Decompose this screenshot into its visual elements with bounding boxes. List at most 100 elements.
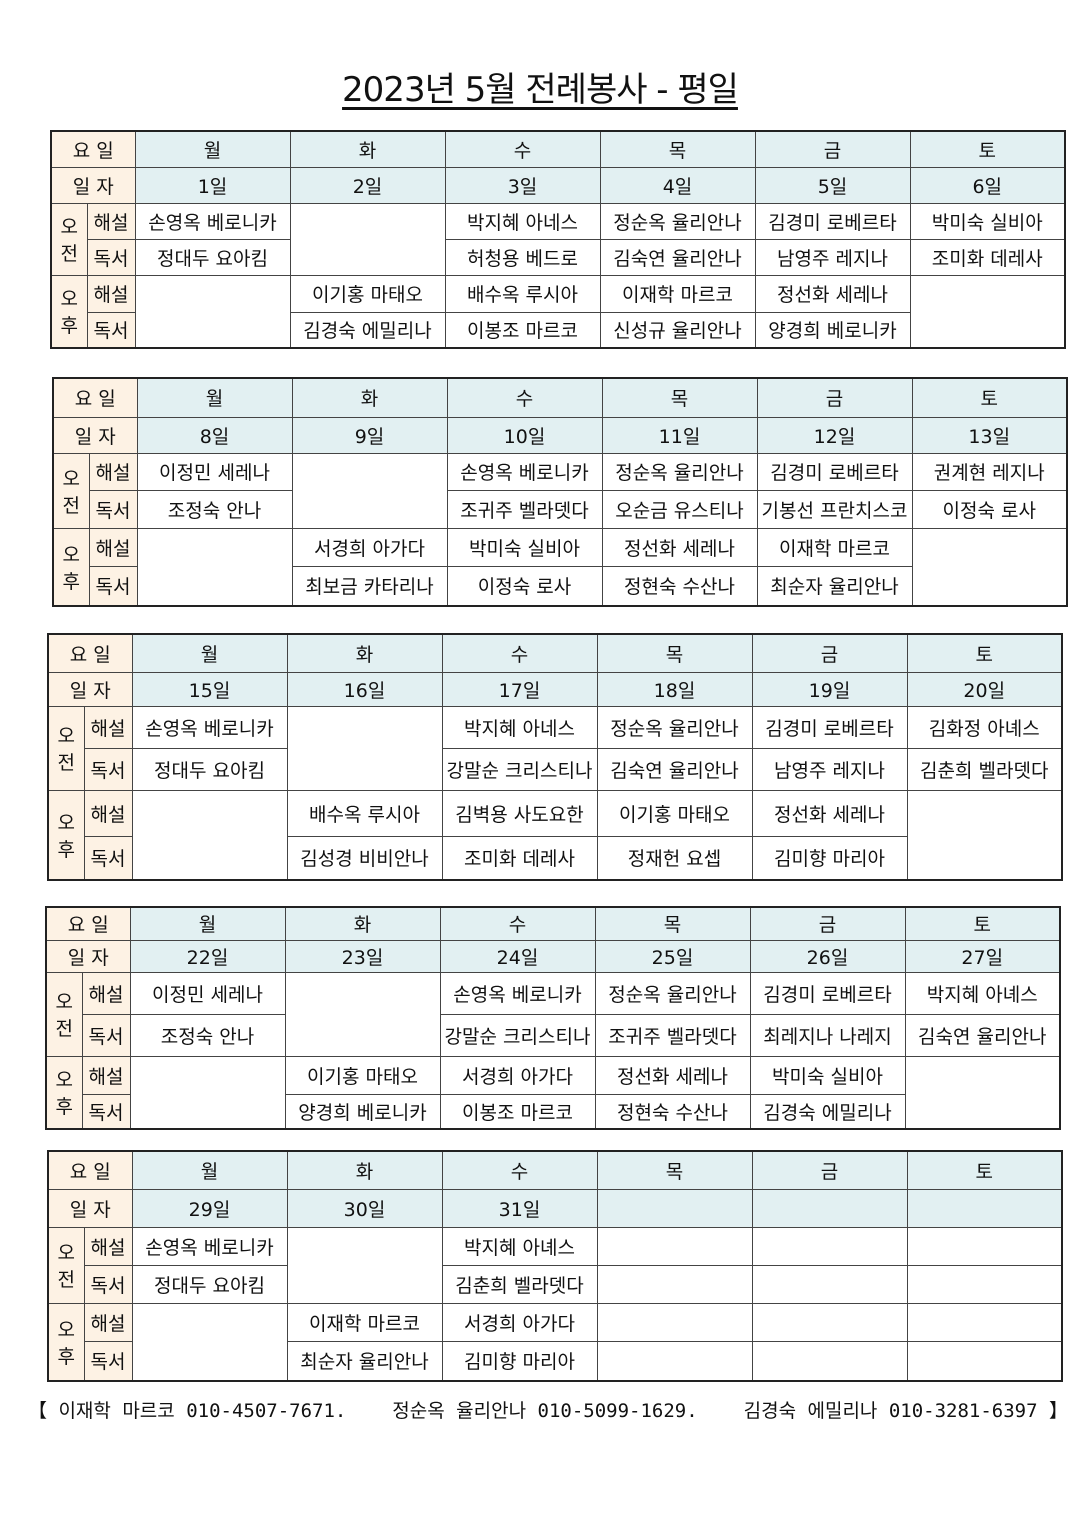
commentary-label: 해설 xyxy=(86,202,136,240)
pm-reading-cell: 이봉조 마르코 xyxy=(444,311,601,349)
contact-3: 김경숙 에밀리나 010-3281-6397 】 xyxy=(743,1400,1068,1422)
am-commentary-cell: 박지혜 아네스 xyxy=(441,705,598,749)
pm-commentary-cell xyxy=(751,1302,908,1342)
weekday-label: 요 일 xyxy=(45,906,131,941)
am-commentary-cell: 정순옥 율리안나 xyxy=(601,452,758,491)
pm-reading-cell: 정현숙 수산나 xyxy=(594,1093,751,1130)
date-header: 22일 xyxy=(129,939,286,973)
empty-cell xyxy=(906,789,1063,881)
date-header: 11일 xyxy=(601,416,758,454)
weekday-header: 수 xyxy=(446,377,603,418)
date-header: 26일 xyxy=(749,939,906,973)
am-commentary-cell xyxy=(751,1226,908,1266)
commentary-label: 해설 xyxy=(88,452,138,491)
am-reading-cell: 조귀주 벨라뎃다 xyxy=(446,489,603,529)
pm-reading-cell xyxy=(751,1340,908,1382)
weekday-header: 화 xyxy=(291,377,448,418)
date-label: 일 자 xyxy=(52,416,138,454)
am-reading-cell xyxy=(751,1264,908,1304)
am-reading-cell: 정대두 요아킴 xyxy=(134,238,291,276)
empty-cell xyxy=(909,274,1066,349)
page-title: 2023년 5월 전례봉사 - 평일 xyxy=(342,70,739,110)
pm-commentary-cell: 이재학 마르코 xyxy=(599,274,756,313)
date-label: 일 자 xyxy=(45,939,131,973)
am-reading-cell: 정대두 요아킴 xyxy=(131,747,288,791)
pm-commentary-cell xyxy=(596,1302,753,1342)
pm-reading-cell: 최순자 율리안나 xyxy=(756,565,913,607)
contact-1: 【 이재학 마르코 010-4507-7671. xyxy=(28,1400,347,1422)
weekday-header: 수 xyxy=(441,1150,598,1190)
pm-reading-cell: 김경숙 에밀리나 xyxy=(749,1093,906,1130)
date-header: 23일 xyxy=(284,939,441,973)
reading-label: 독서 xyxy=(86,311,136,349)
pm-reading-cell: 정현숙 수산나 xyxy=(601,565,758,607)
date-header: 30일 xyxy=(286,1188,443,1228)
am-commentary-cell xyxy=(906,1226,1063,1266)
am-reading-cell: 정대두 요아킴 xyxy=(131,1264,288,1304)
am-reading-cell xyxy=(906,1264,1063,1304)
reading-label: 독서 xyxy=(88,489,138,529)
reading-label: 독서 xyxy=(83,1340,133,1382)
am-commentary-cell: 김경미 로베르타 xyxy=(749,971,906,1015)
reading-label: 독서 xyxy=(83,835,133,881)
am-reading-cell: 남영주 레지나 xyxy=(754,238,911,276)
am-reading-cell: 강말순 크리스티나 xyxy=(439,1013,596,1057)
am-reading-cell xyxy=(596,1264,753,1304)
pm-commentary-cell: 이기홍 마태오 xyxy=(284,1055,441,1095)
pm-commentary-cell: 정선화 세레나 xyxy=(594,1055,751,1095)
date-header: 9일 xyxy=(291,416,448,454)
weekday-header: 월 xyxy=(129,906,286,941)
date-label: 일 자 xyxy=(50,166,136,204)
date-header: 19일 xyxy=(751,671,908,707)
weekday-header: 금 xyxy=(754,130,911,168)
pm-commentary-cell: 서경희 아가다 xyxy=(439,1055,596,1095)
weekday-header: 토 xyxy=(911,377,1068,418)
pm-reading-cell: 이봉조 마르코 xyxy=(439,1093,596,1130)
pm-reading-cell: 정재헌 요셉 xyxy=(596,835,753,881)
pm-commentary-cell: 배수옥 루시아 xyxy=(444,274,601,313)
weekday-header: 금 xyxy=(756,377,913,418)
am-reading-cell: 김숙연 율리안나 xyxy=(599,238,756,276)
am-reading-cell: 조정숙 안나 xyxy=(129,1013,286,1057)
weekday-header: 월 xyxy=(131,1150,288,1190)
am-commentary-cell: 정순옥 율리안나 xyxy=(596,705,753,749)
pm-commentary-cell: 김벽용 사도요한 xyxy=(441,789,598,837)
weekday-header: 화 xyxy=(289,130,446,168)
weekday-header: 목 xyxy=(601,377,758,418)
weekday-header: 수 xyxy=(444,130,601,168)
empty-cell xyxy=(286,705,443,791)
am-reading-cell: 이정숙 로사 xyxy=(911,489,1068,529)
weekday-header: 수 xyxy=(439,906,596,941)
reading-label: 독서 xyxy=(81,1093,131,1130)
am-commentary-cell: 권계현 레지나 xyxy=(911,452,1068,491)
am-reading-cell: 최레지나 나레지 xyxy=(749,1013,906,1057)
empty-cell xyxy=(286,1226,443,1304)
date-header: 31일 xyxy=(441,1188,598,1228)
pm-commentary-cell: 이재학 마르코 xyxy=(286,1302,443,1342)
am-commentary-cell: 박지혜 아녜스 xyxy=(904,971,1061,1015)
pm-reading-cell: 김미향 마리아 xyxy=(751,835,908,881)
weekday-header: 토 xyxy=(909,130,1066,168)
am-commentary-cell: 김경미 로베르타 xyxy=(751,705,908,749)
pm-reading-cell: 이정숙 로사 xyxy=(446,565,603,607)
date-header: 2일 xyxy=(289,166,446,204)
empty-cell xyxy=(131,789,288,881)
empty-cell xyxy=(904,1055,1061,1130)
weekday-header: 월 xyxy=(134,130,291,168)
morning-label: 오 전 xyxy=(47,705,85,791)
am-reading-cell: 김숙연 율리안나 xyxy=(904,1013,1061,1057)
date-header: 1일 xyxy=(134,166,291,204)
date-label: 일 자 xyxy=(47,1188,133,1228)
am-reading-cell: 조미화 데레사 xyxy=(909,238,1066,276)
reading-label: 독서 xyxy=(86,238,136,276)
date-header xyxy=(906,1188,1063,1228)
date-label: 일 자 xyxy=(47,671,133,707)
pm-reading-cell: 양경희 베로니카 xyxy=(754,311,911,349)
date-header: 12일 xyxy=(756,416,913,454)
afternoon-label: 오 후 xyxy=(45,1055,83,1130)
am-commentary-cell: 손영옥 베로니카 xyxy=(134,202,291,240)
